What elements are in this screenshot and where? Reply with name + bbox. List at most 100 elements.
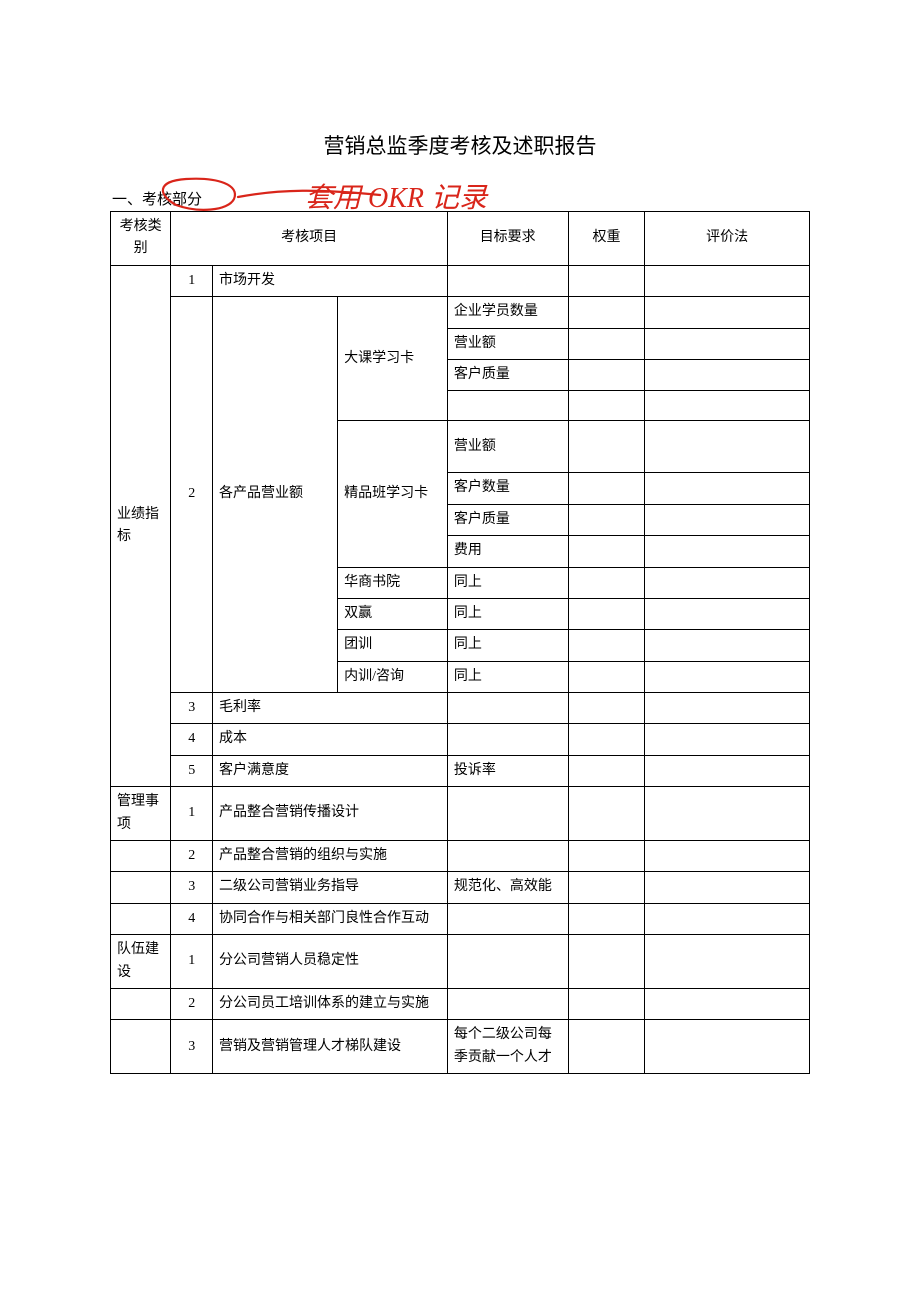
row-item: 市场开发 xyxy=(213,265,448,296)
row-eval xyxy=(645,988,810,1019)
row-subitem: 团训 xyxy=(338,630,448,661)
header-requirement: 目标要求 xyxy=(447,212,568,266)
row-item: 产品整合营销的组织与实施 xyxy=(213,841,448,872)
row-eval xyxy=(645,536,810,567)
row-req xyxy=(447,988,568,1019)
row-weight xyxy=(568,504,645,535)
table-row: 4 协同合作与相关部门良性合作互动 xyxy=(111,903,810,934)
header-weight: 权重 xyxy=(568,212,645,266)
row-weight xyxy=(568,755,645,786)
category-team: 队伍建设 xyxy=(111,935,171,989)
row-eval xyxy=(645,724,810,755)
row-weight xyxy=(568,328,645,359)
row-eval xyxy=(645,841,810,872)
category-cell xyxy=(111,988,171,1019)
row-num: 3 xyxy=(171,1020,213,1074)
row-num: 3 xyxy=(171,872,213,903)
table-row: 4 成本 xyxy=(111,724,810,755)
category-cell xyxy=(111,872,171,903)
row-num: 1 xyxy=(171,935,213,989)
document-title: 营销总监季度考核及述职报告 xyxy=(110,130,810,160)
row-eval xyxy=(645,359,810,390)
row-eval xyxy=(645,421,810,473)
row-item: 分公司营销人员稳定性 xyxy=(213,935,448,989)
row-eval xyxy=(645,504,810,535)
row-eval xyxy=(645,297,810,328)
row-weight xyxy=(568,598,645,629)
table-row: 3 营销及营销管理人才梯队建设 每个二级公司每季贡献一个人才 xyxy=(111,1020,810,1074)
table-row: 队伍建设 1 分公司营销人员稳定性 xyxy=(111,935,810,989)
section-heading: 一、考核部分 xyxy=(110,188,810,209)
row-weight xyxy=(568,988,645,1019)
row-num: 4 xyxy=(171,724,213,755)
row-req: 同上 xyxy=(447,661,568,692)
row-eval xyxy=(645,598,810,629)
row-eval xyxy=(645,265,810,296)
row-item: 产品整合营销传播设计 xyxy=(213,787,448,841)
row-weight xyxy=(568,567,645,598)
row-subitem: 双赢 xyxy=(338,598,448,629)
table-row: 5 客户满意度 投诉率 xyxy=(111,755,810,786)
row-eval xyxy=(645,755,810,786)
row-req: 规范化、高效能 xyxy=(447,872,568,903)
category-cell xyxy=(111,903,171,934)
row-req: 费用 xyxy=(447,536,568,567)
row-subitem: 华商书院 xyxy=(338,567,448,598)
row-eval xyxy=(645,693,810,724)
table-header-row: 考核类别 考核项目 目标要求 权重 评价法 xyxy=(111,212,810,266)
row-eval xyxy=(645,787,810,841)
row-item: 客户满意度 xyxy=(213,755,448,786)
row-num: 4 xyxy=(171,903,213,934)
row-subitem: 精品班学习卡 xyxy=(338,421,448,567)
row-num: 2 xyxy=(171,841,213,872)
row-weight xyxy=(568,903,645,934)
row-eval xyxy=(645,1020,810,1074)
row-item: 分公司员工培训体系的建立与实施 xyxy=(213,988,448,1019)
row-req: 每个二级公司每季贡献一个人才 xyxy=(447,1020,568,1074)
row-req xyxy=(447,391,568,421)
assessment-table: 考核类别 考核项目 目标要求 权重 评价法 业绩指标 1 市场开发 2 各产品营… xyxy=(110,211,810,1074)
row-item: 各产品营业额 xyxy=(213,297,338,693)
row-weight xyxy=(568,872,645,903)
table-row: 3 毛利率 xyxy=(111,693,810,724)
row-weight xyxy=(568,1020,645,1074)
row-req xyxy=(447,903,568,934)
row-req: 同上 xyxy=(447,567,568,598)
row-num: 1 xyxy=(171,265,213,296)
row-eval xyxy=(645,872,810,903)
row-num: 1 xyxy=(171,787,213,841)
row-weight xyxy=(568,693,645,724)
row-req: 客户数量 xyxy=(447,473,568,504)
table-row: 2 分公司员工培训体系的建立与实施 xyxy=(111,988,810,1019)
header-category: 考核类别 xyxy=(111,212,171,266)
header-item: 考核项目 xyxy=(171,212,448,266)
row-weight xyxy=(568,265,645,296)
row-num: 2 xyxy=(171,297,213,693)
category-management: 管理事项 xyxy=(111,787,171,841)
table-row: 业绩指标 1 市场开发 xyxy=(111,265,810,296)
row-req: 同上 xyxy=(447,630,568,661)
row-num: 2 xyxy=(171,988,213,1019)
category-performance: 业绩指标 xyxy=(111,265,171,786)
row-weight xyxy=(568,391,645,421)
row-subitem: 内训/咨询 xyxy=(338,661,448,692)
row-eval xyxy=(645,630,810,661)
row-req: 同上 xyxy=(447,598,568,629)
row-weight xyxy=(568,630,645,661)
row-weight xyxy=(568,536,645,567)
row-req xyxy=(447,841,568,872)
table-row: 2 各产品营业额 大课学习卡 企业学员数量 xyxy=(111,297,810,328)
row-req: 营业额 xyxy=(447,328,568,359)
row-req xyxy=(447,265,568,296)
row-weight xyxy=(568,297,645,328)
row-subitem: 大课学习卡 xyxy=(338,297,448,421)
table-row: 3 二级公司营销业务指导 规范化、高效能 xyxy=(111,872,810,903)
category-cell xyxy=(111,841,171,872)
row-item: 协同合作与相关部门良性合作互动 xyxy=(213,903,448,934)
row-eval xyxy=(645,661,810,692)
row-item: 二级公司营销业务指导 xyxy=(213,872,448,903)
row-weight xyxy=(568,359,645,390)
row-eval xyxy=(645,903,810,934)
row-eval xyxy=(645,567,810,598)
table-row: 管理事项 1 产品整合营销传播设计 xyxy=(111,787,810,841)
